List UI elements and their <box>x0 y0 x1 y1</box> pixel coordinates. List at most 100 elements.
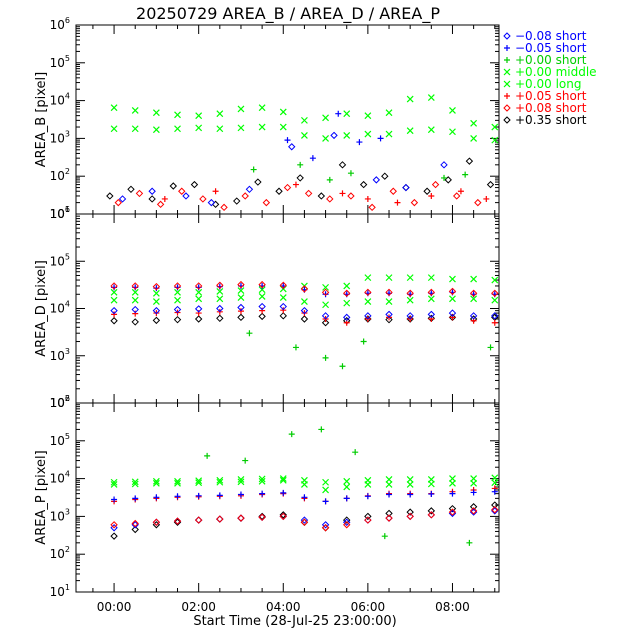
data-point <box>406 312 414 320</box>
data-point <box>258 512 266 521</box>
data-point <box>427 126 435 134</box>
data-point <box>330 131 338 140</box>
series <box>284 110 384 162</box>
data-point <box>343 131 351 139</box>
legend-label: −0.08 short <box>515 29 587 43</box>
x-tick-label: 08:00 <box>435 600 470 614</box>
y-axis-label: AREA_P [pixel] <box>34 450 49 544</box>
data-point <box>110 296 118 304</box>
data-point <box>491 507 499 515</box>
series <box>110 506 499 532</box>
data-point <box>491 488 498 495</box>
y-tick-label: 101 <box>50 583 70 599</box>
data-point <box>131 106 139 114</box>
data-point <box>343 110 351 118</box>
data-point <box>469 312 478 320</box>
data-point <box>406 289 414 297</box>
y-tick-label: 102 <box>50 545 70 561</box>
data-point <box>110 125 118 133</box>
data-point <box>347 170 354 177</box>
data-point <box>195 112 203 120</box>
series <box>114 180 482 212</box>
data-point <box>385 315 393 324</box>
data-point <box>491 276 499 284</box>
data-point <box>385 310 393 319</box>
data-point <box>194 282 203 290</box>
y-tick-label: 106 <box>50 205 70 221</box>
series <box>110 501 499 540</box>
data-point <box>448 508 457 516</box>
data-point <box>309 155 316 162</box>
data-point <box>194 516 203 524</box>
data-point <box>364 512 372 521</box>
data-point <box>241 192 249 200</box>
data-point <box>195 477 203 485</box>
data-point <box>195 492 202 499</box>
data-point <box>216 492 223 499</box>
data-point <box>131 519 139 528</box>
data-point <box>258 312 266 321</box>
data-point <box>152 298 160 306</box>
data-point <box>407 491 414 498</box>
data-point <box>279 312 287 320</box>
data-point <box>343 516 351 524</box>
data-point <box>262 198 271 207</box>
data-point <box>173 518 182 526</box>
data-point <box>220 203 228 212</box>
data-point <box>321 319 330 327</box>
x-tick-label: 04:00 <box>266 600 301 614</box>
data-point <box>326 195 334 203</box>
data-point <box>127 185 135 194</box>
data-point <box>118 195 127 203</box>
data-point <box>466 539 473 546</box>
data-point <box>386 491 393 498</box>
data-point <box>300 131 308 139</box>
data-point <box>258 293 266 300</box>
series <box>110 293 499 309</box>
data-point <box>402 183 410 192</box>
data-point <box>470 295 478 303</box>
data-point <box>449 314 456 321</box>
data-point <box>199 195 207 203</box>
data-point <box>279 281 287 289</box>
legend-marker <box>503 68 511 76</box>
y-tick-label: 105 <box>50 252 70 268</box>
series <box>110 474 499 486</box>
data-point <box>406 127 414 135</box>
data-point <box>385 130 393 138</box>
data-point <box>300 116 308 124</box>
data-point <box>152 126 160 134</box>
data-point <box>152 518 161 526</box>
data-point <box>338 161 347 169</box>
data-point <box>304 189 313 198</box>
data-point <box>491 289 499 297</box>
data-point <box>427 507 436 515</box>
legend: −0.08 short−0.05 short+0.00 short+0.00 m… <box>503 29 597 127</box>
data-point <box>364 112 372 120</box>
data-point <box>173 517 182 525</box>
data-point <box>131 125 139 133</box>
data-point <box>114 198 123 207</box>
data-point <box>245 185 254 194</box>
data-point <box>322 283 329 291</box>
data-point <box>406 481 414 488</box>
data-point <box>173 315 182 324</box>
y-tick-label: 102 <box>50 394 70 410</box>
data-point <box>343 521 351 529</box>
data-point <box>385 509 393 518</box>
series <box>118 131 448 207</box>
data-point <box>110 524 118 532</box>
data-point <box>406 274 414 282</box>
legend-marker <box>503 32 511 40</box>
y-tick-label: 105 <box>50 432 70 448</box>
data-point <box>449 128 456 136</box>
data-point <box>449 295 456 303</box>
data-point <box>448 504 457 513</box>
legend-marker <box>503 104 511 112</box>
data-point <box>194 516 203 524</box>
data-point <box>194 516 203 524</box>
data-point <box>364 130 372 138</box>
plot-frame <box>75 213 500 404</box>
data-point <box>427 94 435 102</box>
